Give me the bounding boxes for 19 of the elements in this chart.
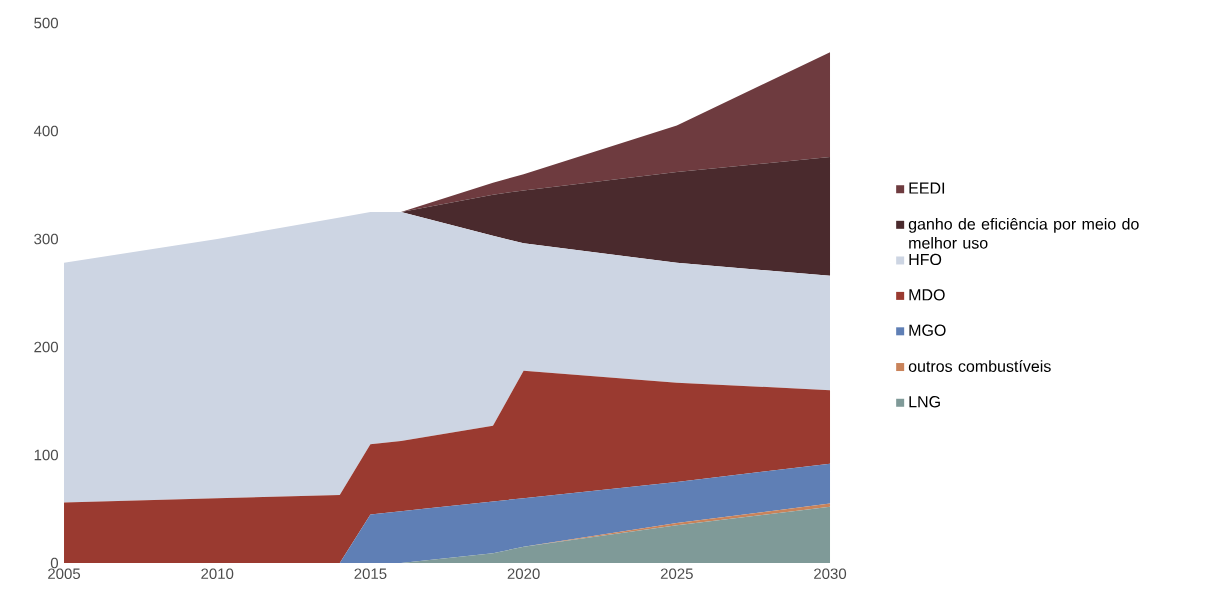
x-tick-label: 2005 bbox=[48, 568, 81, 580]
legend-label: HFO bbox=[909, 253, 942, 266]
y-tick-label: 300 bbox=[34, 233, 59, 245]
y-tick-label: 100 bbox=[34, 449, 59, 461]
legend-label: LNG bbox=[909, 396, 940, 408]
y-tick-label: 200 bbox=[34, 341, 59, 353]
y-tick-label: 400 bbox=[33, 125, 59, 137]
legend-label: EEDI bbox=[909, 182, 945, 194]
x-tick-label: 2020 bbox=[507, 568, 540, 580]
y-tick-label: 0 bbox=[50, 557, 59, 569]
x-tick-label: 2015 bbox=[354, 568, 387, 580]
legend-label: MGO bbox=[909, 324, 946, 336]
legend-label: outros combustíveis bbox=[908, 360, 1051, 372]
legend-label: ganho de eficiência por meio do melhor uso bbox=[908, 217, 1139, 249]
x-tick-label: 2030 bbox=[814, 568, 847, 580]
y-tick-label: 500 bbox=[34, 17, 59, 29]
x-tick-label: 2010 bbox=[201, 568, 234, 580]
x-tick-label: 2025 bbox=[660, 568, 693, 580]
legend-label: MDO bbox=[909, 289, 945, 301]
